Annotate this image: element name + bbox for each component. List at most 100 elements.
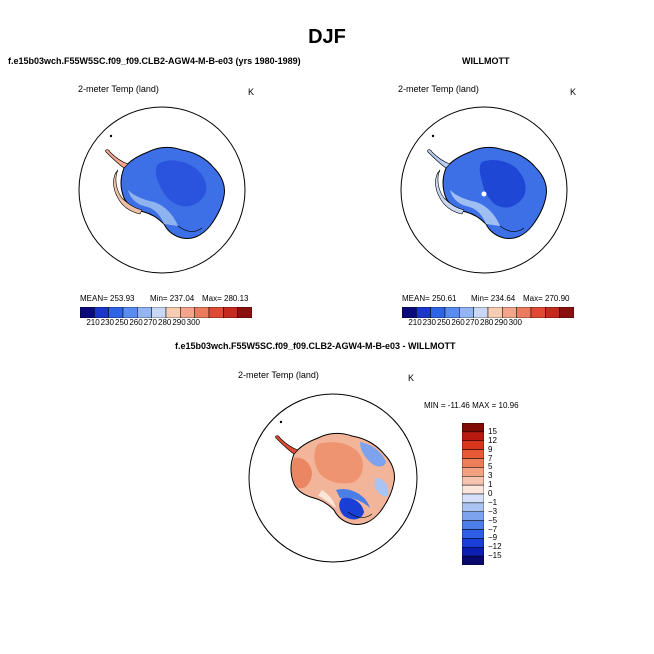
panel1-interior-dark xyxy=(155,160,207,207)
colorbar-swatch xyxy=(459,306,474,319)
colorbar-tick-label: 230 xyxy=(422,318,437,327)
panel1-units-label: K xyxy=(248,87,255,97)
colorbar-tick-label: −12 xyxy=(488,542,502,552)
colorbar-tick-label: 280 xyxy=(158,318,172,327)
colorbar-swatch xyxy=(165,306,181,319)
colorbar-swatch xyxy=(461,449,485,459)
colorbar-tick-label: −9 xyxy=(488,533,498,543)
panel2-island xyxy=(431,134,435,138)
panel1-island xyxy=(109,134,113,138)
panel3-units-label: K xyxy=(408,373,415,383)
panel3-min-max-text: MIN = -11.46 MAX = 10.96 xyxy=(424,401,519,410)
colorbar-swatch xyxy=(461,502,485,512)
panel3-ross-neutral xyxy=(318,490,336,508)
colorbar-swatch xyxy=(461,555,485,566)
colorbar-swatch xyxy=(461,440,485,450)
colorbar-swatch xyxy=(194,306,210,319)
panel1-peninsula xyxy=(105,149,129,169)
panel3-colorbar-svg xyxy=(461,422,485,566)
colorbar-tick-label: 1 xyxy=(488,480,493,490)
colorbar-swatch xyxy=(137,306,152,319)
colorbar-swatch xyxy=(461,422,485,433)
colorbar-tick-label: 270 xyxy=(143,318,158,327)
panel1-min-text: Min= 237.04 xyxy=(150,294,195,303)
panel3-warm-core xyxy=(314,442,363,484)
colorbar-swatch xyxy=(545,306,560,319)
colorbar-tick-label: 12 xyxy=(488,435,497,445)
panel3-cold-pocket-halo xyxy=(336,488,370,508)
colorbar-swatch xyxy=(461,467,485,477)
colorbar-tick-label: 300 xyxy=(186,318,201,327)
panel3-east-cool xyxy=(360,442,386,467)
panel1-colorbar-ticks: 210 230 250 260 270 280 290 300 xyxy=(80,318,252,328)
colorbar-swatch xyxy=(430,306,446,319)
colorbar-swatch xyxy=(461,538,485,548)
panel1-colorbar-svg xyxy=(79,306,253,319)
panel2-map xyxy=(400,106,568,274)
colorbar-swatch xyxy=(79,306,95,319)
colorbar-tick-label: 290 xyxy=(172,318,186,327)
colorbar-swatch xyxy=(461,493,485,504)
colorbar-swatch xyxy=(559,306,575,319)
colorbar-tick-label: 7 xyxy=(488,453,493,463)
colorbar-swatch xyxy=(223,306,238,319)
colorbar-swatch xyxy=(461,431,485,441)
colorbar-tick-label: 5 xyxy=(488,462,493,472)
colorbar-tick-label: 230 xyxy=(100,318,115,327)
colorbar-tick-label: −15 xyxy=(488,551,502,561)
colorbar-tick-label: 250 xyxy=(115,318,129,327)
colorbar-swatch xyxy=(461,458,485,468)
colorbar-tick-label: 290 xyxy=(494,318,508,327)
colorbar-swatch xyxy=(461,476,485,486)
page-title: DJF xyxy=(308,26,346,48)
panel2-colorbar-ticks: 210 230 250 260 270 280 290 300 xyxy=(402,318,574,328)
colorbar-swatch xyxy=(180,306,195,319)
colorbar-tick-label: 210 xyxy=(408,318,422,327)
panel3-cold-pocket xyxy=(339,497,364,520)
colorbar-tick-label: −1 xyxy=(488,497,498,507)
colorbar-swatch xyxy=(401,306,417,319)
panel2-min-text: Min= 234.64 xyxy=(471,294,516,303)
panel3-ice-shelf-outline xyxy=(347,511,373,518)
panel2-ice-shelf-outline xyxy=(499,225,525,232)
colorbar-swatch xyxy=(416,306,431,319)
panel1-heading: f.e15b03wch.F55W5SC.f09_f09.CLB2-AGW4-M-… xyxy=(8,56,301,66)
colorbar-swatch xyxy=(94,306,109,319)
colorbar-tick-label: 260 xyxy=(129,318,143,327)
panel2-max-text: Max= 270.90 xyxy=(523,294,570,303)
colorbar-tick-label: 270 xyxy=(465,318,480,327)
panel2-peninsula xyxy=(427,149,451,169)
colorbar-tick-label: 0 xyxy=(488,489,493,498)
panel1-coast-warm xyxy=(113,169,143,215)
panel2-heading: WILLMOTT xyxy=(462,56,510,66)
panel3-east-cool-2 xyxy=(374,478,389,497)
colorbar-swatch xyxy=(122,306,138,319)
colorbar-tick-label: 9 xyxy=(488,444,493,454)
colorbar-swatch xyxy=(461,520,485,530)
colorbar-swatch xyxy=(461,511,485,521)
colorbar-swatch xyxy=(461,484,485,495)
colorbar-tick-label: 280 xyxy=(480,318,494,327)
colorbar-tick-label: 250 xyxy=(437,318,451,327)
panel3-map xyxy=(248,393,418,563)
panel1-ice-shelf-outline xyxy=(177,225,203,232)
panel2-pole-gap xyxy=(481,191,487,197)
colorbar-swatch xyxy=(487,306,503,319)
panel3-colorbar-ticks: 15 12 9 7 5 3 1 0 −1 −3 −5 −7 −9 −12 −15 xyxy=(488,423,518,565)
panel1-map xyxy=(78,106,246,274)
colorbar-swatch xyxy=(208,306,224,319)
colorbar-swatch xyxy=(473,306,489,319)
panel2-coast-light xyxy=(435,169,465,215)
colorbar-swatch xyxy=(461,529,485,539)
colorbar-swatch xyxy=(108,306,124,319)
colorbar-swatch xyxy=(516,306,532,319)
panel1-mean-text: MEAN= 253.93 xyxy=(80,294,135,303)
colorbar-tick-label: 15 xyxy=(488,426,497,436)
colorbar-swatch xyxy=(444,306,460,319)
panel1-ross-region xyxy=(128,190,178,226)
colorbar-swatch xyxy=(502,306,517,319)
colorbar-tick-label: 3 xyxy=(488,471,493,481)
panel1-variable-label: 2-meter Temp (land) xyxy=(78,84,159,94)
panel3-island xyxy=(279,420,283,424)
panel2-variable-label: 2-meter Temp (land) xyxy=(398,84,479,94)
